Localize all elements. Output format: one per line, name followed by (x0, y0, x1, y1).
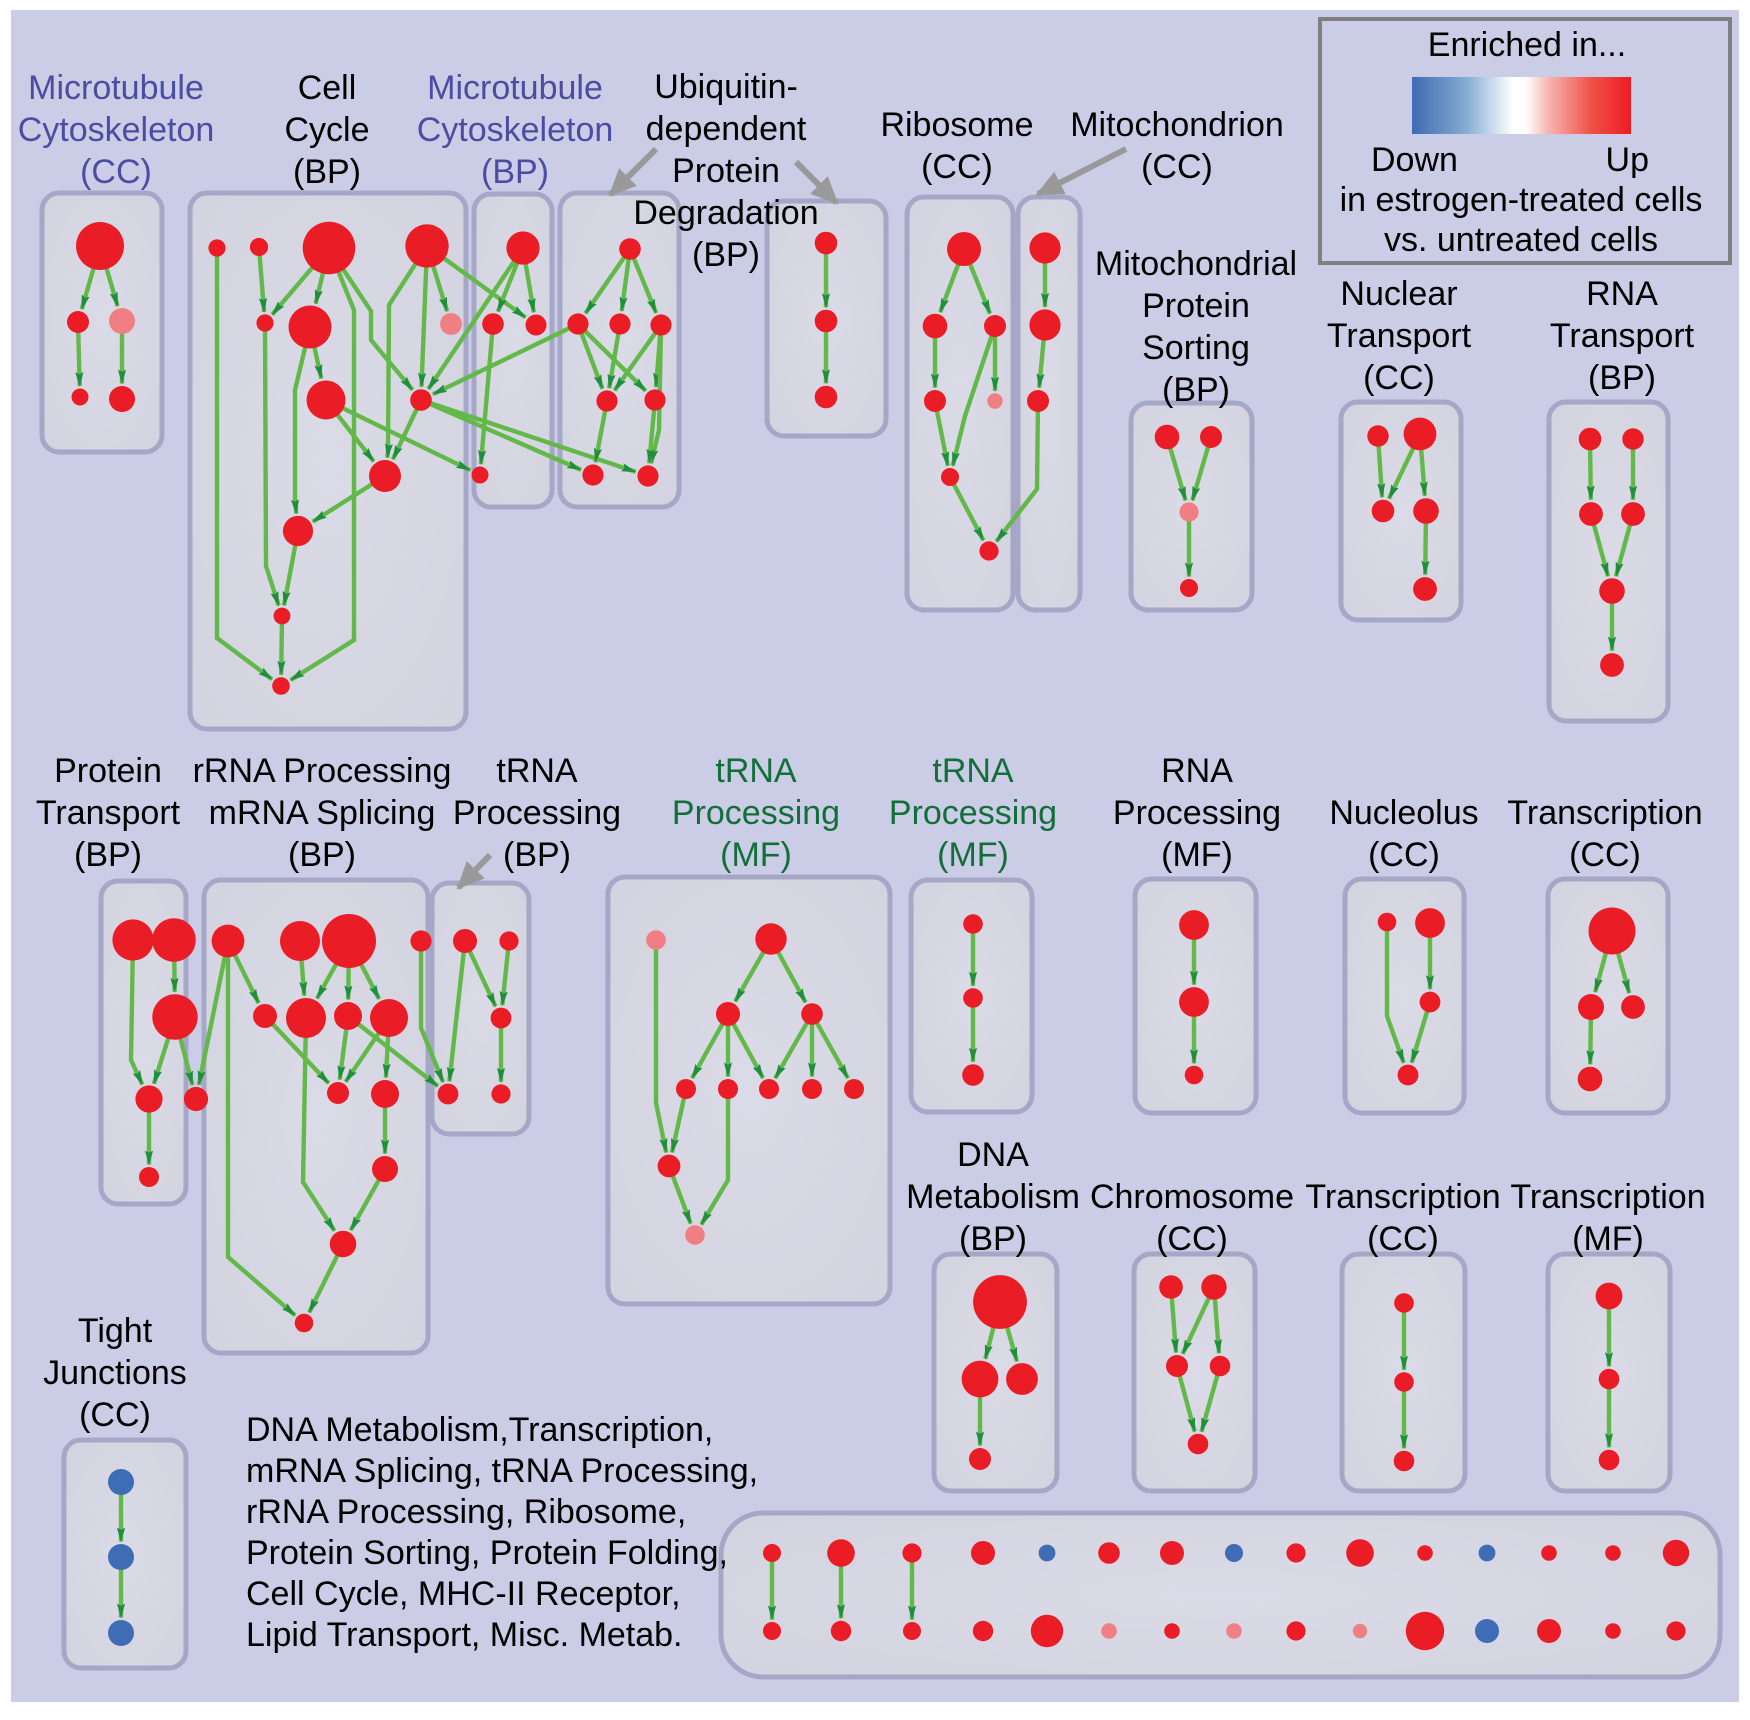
svg-text:mRNA Splicing, tRNA Processing: mRNA Splicing, tRNA Processing, (246, 1452, 758, 1490)
svg-text:(BP): (BP) (74, 836, 142, 874)
svg-text:(CC): (CC) (1367, 1220, 1439, 1258)
svg-text:Degradation: Degradation (633, 194, 818, 232)
svg-text:DNA Metabolism,Transcription,: DNA Metabolism,Transcription, (246, 1411, 713, 1449)
svg-text:(BP): (BP) (1588, 359, 1656, 397)
svg-text:Cytoskeleton: Cytoskeleton (417, 111, 614, 149)
svg-text:Sorting: Sorting (1142, 329, 1250, 367)
svg-text:(BP): (BP) (503, 836, 571, 874)
svg-text:Processing: Processing (1113, 794, 1281, 832)
svg-text:(MF): (MF) (937, 836, 1009, 874)
svg-text:Nuclear: Nuclear (1340, 275, 1457, 313)
svg-text:Transcription: Transcription (1507, 794, 1702, 832)
svg-text:mRNA Splicing: mRNA Splicing (209, 794, 436, 832)
svg-text:Metabolism: Metabolism (906, 1178, 1080, 1216)
svg-text:Cell: Cell (298, 69, 357, 107)
svg-text:Processing: Processing (453, 794, 621, 832)
svg-text:Processing: Processing (889, 794, 1057, 832)
svg-text:tRNA: tRNA (496, 752, 578, 790)
svg-text:Chromosome: Chromosome (1090, 1178, 1294, 1216)
svg-text:Mitochondrion: Mitochondrion (1070, 106, 1284, 144)
svg-text:(CC): (CC) (1363, 359, 1435, 397)
svg-text:Cycle: Cycle (284, 111, 369, 149)
svg-text:Transport: Transport (36, 794, 181, 832)
svg-text:Ubiquitin-: Ubiquitin- (654, 68, 798, 106)
svg-text:Tight: Tight (78, 1312, 153, 1350)
svg-text:Protein: Protein (672, 152, 780, 190)
svg-text:vs. untreated cells: vs. untreated cells (1384, 221, 1658, 259)
svg-text:(MF): (MF) (720, 836, 792, 874)
svg-text:Protein: Protein (1142, 287, 1250, 325)
svg-text:(BP): (BP) (288, 836, 356, 874)
svg-text:(CC): (CC) (79, 1396, 151, 1434)
svg-text:Protein: Protein (54, 752, 162, 790)
svg-text:DNA: DNA (957, 1136, 1029, 1174)
svg-text:Transport: Transport (1550, 317, 1695, 355)
svg-text:Transcription: Transcription (1510, 1178, 1705, 1216)
svg-text:(BP): (BP) (959, 1220, 1027, 1258)
svg-text:Cell Cycle, MHC-II Receptor,: Cell Cycle, MHC-II Receptor, (246, 1575, 681, 1613)
svg-text:Enriched in...: Enriched in... (1428, 26, 1626, 64)
svg-text:in estrogen-treated cells: in estrogen-treated cells (1340, 181, 1703, 219)
svg-text:Lipid Transport, Misc. Metab.: Lipid Transport, Misc. Metab. (246, 1616, 683, 1654)
svg-text:Ribosome: Ribosome (880, 106, 1033, 144)
svg-text:Microtubule: Microtubule (427, 69, 603, 107)
svg-text:(MF): (MF) (1161, 836, 1233, 874)
svg-text:(MF): (MF) (1572, 1220, 1644, 1258)
svg-text:rRNA Processing: rRNA Processing (193, 752, 452, 790)
svg-text:Junctions: Junctions (43, 1354, 187, 1392)
svg-text:RNA: RNA (1586, 275, 1658, 313)
svg-text:RNA: RNA (1161, 752, 1233, 790)
svg-text:(BP): (BP) (1162, 371, 1230, 409)
svg-text:(CC): (CC) (80, 153, 152, 191)
svg-text:Protein Sorting, Protein Foldi: Protein Sorting, Protein Folding, (246, 1534, 728, 1572)
svg-text:Nucleolus: Nucleolus (1329, 794, 1478, 832)
svg-text:dependent: dependent (646, 110, 807, 148)
svg-text:(BP): (BP) (692, 236, 760, 274)
svg-text:Processing: Processing (672, 794, 840, 832)
svg-text:Microtubule: Microtubule (28, 69, 204, 107)
svg-text:(CC): (CC) (921, 148, 993, 186)
svg-text:(BP): (BP) (293, 153, 361, 191)
svg-text:Mitochondrial: Mitochondrial (1095, 245, 1297, 283)
svg-text:(BP): (BP) (481, 153, 549, 191)
svg-text:tRNA: tRNA (932, 752, 1014, 790)
svg-text:Down: Down (1371, 141, 1458, 179)
svg-text:Up: Up (1606, 141, 1649, 179)
svg-text:Transport: Transport (1327, 317, 1472, 355)
svg-text:(CC): (CC) (1569, 836, 1641, 874)
svg-text:Transcription: Transcription (1305, 1178, 1500, 1216)
svg-text:tRNA: tRNA (715, 752, 797, 790)
svg-text:(CC): (CC) (1141, 148, 1213, 186)
svg-text:Cytoskeleton: Cytoskeleton (18, 111, 215, 149)
svg-text:(CC): (CC) (1156, 1220, 1228, 1258)
svg-text:rRNA Processing, Ribosome,: rRNA Processing, Ribosome, (246, 1493, 686, 1531)
svg-text:(CC): (CC) (1368, 836, 1440, 874)
